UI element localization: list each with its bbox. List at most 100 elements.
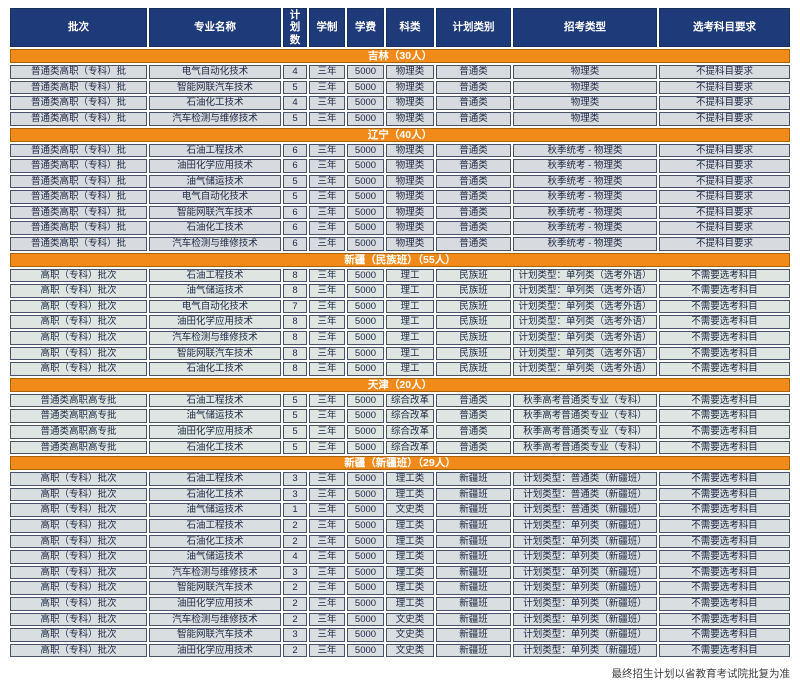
cell-major: 石油化工技术 xyxy=(149,96,281,110)
cell-batch: 高职（专科）批次 xyxy=(10,331,147,345)
table-row: 普通类高职（专科）批 油田化学应用技术 6 三年 5000 物理类 普通类 秋季统考 - 物理… xyxy=(10,159,790,173)
cell-batch: 普通类高职（专科）批 xyxy=(10,65,147,79)
cell-tuition: 5000 xyxy=(347,299,384,314)
cell-plan-count: 8 xyxy=(283,268,307,283)
section-header-row: 吉林（30人） xyxy=(10,49,790,64)
cell-major: 油气储运技术 xyxy=(149,174,281,189)
cell-batch: 普通类高职（专科）批 xyxy=(10,159,147,173)
cell-tuition: 5000 xyxy=(347,487,384,502)
cell-tuition: 5000 xyxy=(347,534,384,549)
cell-tuition: 5000 xyxy=(347,409,384,423)
cell-major: 油气储运技术 xyxy=(149,409,281,423)
cell-recruit-type: 计划类型：普通类（新疆班） xyxy=(513,487,657,502)
cell-recruit-type: 计划类型：单列类（新疆班） xyxy=(513,534,657,549)
cell-batch: 高职（专科）批次 xyxy=(10,315,147,330)
cell-subject-category: 理工类 xyxy=(386,550,434,564)
footer-note: 最终招生计划以省教育考试院批复为准 xyxy=(611,668,791,680)
cell-subject-category: 物理类 xyxy=(386,237,434,251)
cell-subject-requirement: 不提科目要求 xyxy=(659,80,790,95)
cell-duration: 三年 xyxy=(309,393,345,408)
cell-plan-count: 2 xyxy=(283,596,307,611)
cell-subject-requirement: 不提科目要求 xyxy=(659,190,790,204)
cell-duration: 三年 xyxy=(309,487,345,502)
cell-duration: 三年 xyxy=(309,518,345,533)
cell-duration: 三年 xyxy=(309,221,345,236)
cell-tuition: 5000 xyxy=(347,550,384,564)
cell-tuition: 5000 xyxy=(347,268,384,283)
cell-duration: 三年 xyxy=(309,205,345,220)
cell-subject-requirement: 不需要选考科目 xyxy=(659,284,790,298)
cell-subject-requirement: 不需要选考科目 xyxy=(659,268,790,283)
cell-batch: 高职（专科）批次 xyxy=(10,534,147,549)
cell-plan-category: 民族班 xyxy=(436,346,511,361)
cell-batch: 高职（专科）批次 xyxy=(10,628,147,642)
cell-batch: 高职（专科）批次 xyxy=(10,643,147,658)
cell-subject-category: 理工 xyxy=(386,331,434,345)
column-header-major: 专业名称 xyxy=(149,8,281,48)
cell-subject-category: 物理类 xyxy=(386,159,434,173)
cell-subject-requirement: 不提科目要求 xyxy=(659,221,790,236)
header-row: 批次 专业名称 计划数 学制 学费 科类 计划类别 招考类型 选考科目要求 xyxy=(10,8,790,48)
table-row: 高职（专科）批次 汽车检测与维修技术 3 三年 5000 理工类 新疆班 计划类型：单列类（新… xyxy=(10,565,790,580)
cell-major: 汽车检测与维修技术 xyxy=(149,111,281,126)
cell-plan-count: 6 xyxy=(283,159,307,173)
cell-recruit-type: 计划类型：单列类（选考外语） xyxy=(513,299,657,314)
section-header-row: 天津（20人） xyxy=(10,377,790,392)
section-header-row: 新疆（新疆班）（29人） xyxy=(10,456,790,471)
cell-tuition: 5000 xyxy=(347,190,384,204)
cell-plan-category: 民族班 xyxy=(436,284,511,298)
cell-subject-requirement: 不需要选考科目 xyxy=(659,346,790,361)
cell-plan-count: 2 xyxy=(283,643,307,658)
cell-plan-category: 普通类 xyxy=(436,80,511,95)
cell-tuition: 5000 xyxy=(347,612,384,627)
cell-batch: 高职（专科）批次 xyxy=(10,299,147,314)
cell-plan-count: 3 xyxy=(283,472,307,486)
cell-batch: 普通类高职高专批 xyxy=(10,425,147,439)
table-row: 高职（专科）批次 智能网联汽车技术 2 三年 5000 理工类 新疆班 计划类型：单列类（新疆… xyxy=(10,581,790,595)
cell-subject-category: 物理类 xyxy=(386,190,434,204)
table-row: 高职（专科）批次 油田化学应用技术 2 三年 5000 理工类 新疆班 计划类型：单列类（新疆… xyxy=(10,596,790,611)
cell-duration: 三年 xyxy=(309,565,345,580)
cell-subject-category: 物理类 xyxy=(386,143,434,158)
cell-recruit-type: 秋季统考 - 物理类 xyxy=(513,143,657,158)
table-row: 普通类高职（专科）批 电气自动化技术 5 三年 5000 物理类 普通类 秋季统考 - 物理类… xyxy=(10,190,790,204)
cell-major: 油田化学应用技术 xyxy=(149,596,281,611)
cell-subject-category: 理工类 xyxy=(386,472,434,486)
cell-recruit-type: 计划类型：单列类（新疆班） xyxy=(513,581,657,595)
cell-tuition: 5000 xyxy=(347,393,384,408)
cell-recruit-type: 秋季高考普通类专业（专科） xyxy=(513,425,657,439)
cell-plan-category: 普通类 xyxy=(436,96,511,110)
table-header: 批次 专业名称 计划数 学制 学费 科类 计划类别 招考类型 选考科目要求 xyxy=(10,8,790,48)
cell-major: 油气储运技术 xyxy=(149,503,281,517)
cell-subject-requirement: 不提科目要求 xyxy=(659,159,790,173)
cell-subject-category: 文史类 xyxy=(386,643,434,658)
cell-plan-category: 新疆班 xyxy=(436,534,511,549)
cell-batch: 普通类高职（专科）批 xyxy=(10,221,147,236)
cell-plan-count: 5 xyxy=(283,393,307,408)
cell-subject-requirement: 不提科目要求 xyxy=(659,174,790,189)
cell-major: 油田化学应用技术 xyxy=(149,159,281,173)
cell-batch: 普通类高职（专科）批 xyxy=(10,80,147,95)
cell-major: 石油化工技术 xyxy=(149,362,281,376)
cell-subject-requirement: 不需要选考科目 xyxy=(659,565,790,580)
table-row: 高职（专科）批次 石油工程技术 8 三年 5000 理工 民族班 计划类型：单列类（选考外语）… xyxy=(10,268,790,283)
cell-recruit-type: 秋季统考 - 物理类 xyxy=(513,205,657,220)
section-title: 新疆（新疆班）（29人） xyxy=(10,456,790,471)
cell-duration: 三年 xyxy=(309,174,345,189)
cell-plan-category: 普通类 xyxy=(436,205,511,220)
section-title: 新疆（民族班）（55人） xyxy=(10,252,790,267)
cell-tuition: 5000 xyxy=(347,237,384,251)
cell-recruit-type: 秋季统考 - 物理类 xyxy=(513,237,657,251)
cell-tuition: 5000 xyxy=(347,425,384,439)
cell-duration: 三年 xyxy=(309,425,345,439)
cell-recruit-type: 计划类型：单列类（新疆班） xyxy=(513,550,657,564)
cell-plan-count: 8 xyxy=(283,315,307,330)
cell-plan-count: 5 xyxy=(283,425,307,439)
cell-major: 智能网联汽车技术 xyxy=(149,628,281,642)
cell-subject-requirement: 不需要选考科目 xyxy=(659,315,790,330)
cell-plan-category: 新疆班 xyxy=(436,643,511,658)
cell-plan-category: 民族班 xyxy=(436,362,511,376)
cell-duration: 三年 xyxy=(309,643,345,658)
cell-tuition: 5000 xyxy=(347,221,384,236)
cell-plan-category: 民族班 xyxy=(436,268,511,283)
